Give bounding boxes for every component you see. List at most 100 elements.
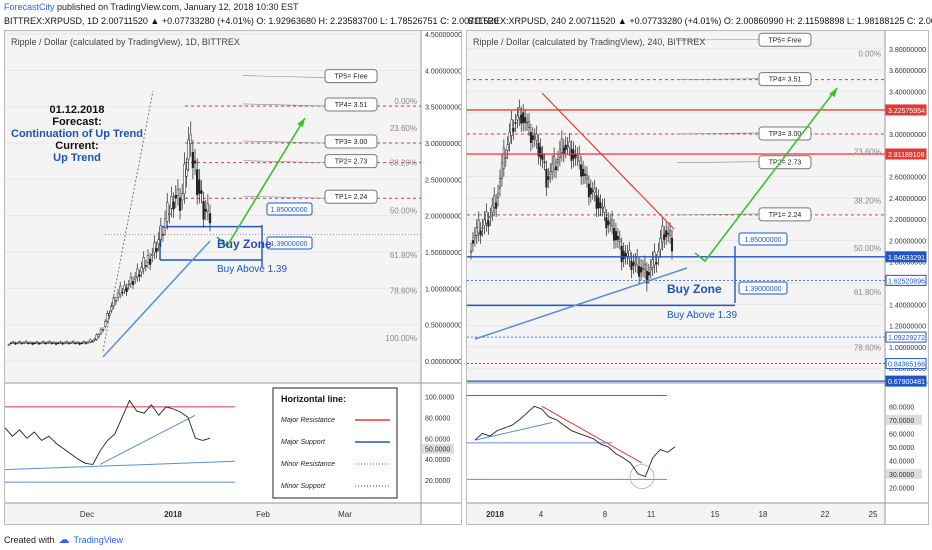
right-price-flag (885, 104, 927, 116)
published-text: published on TradingView.com, January 12… (57, 2, 299, 12)
legend-minor-resistance: Minor Resistance (281, 461, 335, 468)
right-candle (576, 155, 579, 158)
right-candle (541, 154, 544, 161)
right-candle (545, 168, 548, 188)
left-candle (148, 258, 152, 265)
left-tp-pointer (242, 160, 326, 163)
right-x-tick: 22 (821, 510, 830, 519)
left-candle (57, 342, 60, 345)
right-candle (483, 219, 486, 226)
right-candle (609, 221, 612, 224)
right-tp-box (758, 32, 812, 47)
right-candle (473, 235, 476, 239)
left-candle (168, 213, 171, 215)
left-osc-support (5, 460, 236, 471)
right-osc-tick: 50.0000 (889, 445, 914, 452)
right-down-trendline (541, 92, 675, 230)
right-candle (506, 144, 509, 151)
right-forecast-arrow (829, 88, 837, 97)
left-tp-label: TP1= 2.24 (335, 194, 368, 201)
right-osc-tick: 40.0000 (889, 458, 914, 465)
right-candle (568, 141, 571, 148)
right-ohlc: 2.00711520 ▲ +0.07733280 (+4.01%) O: 2.0… (568, 16, 932, 26)
left-candle (71, 341, 75, 344)
right-candle (636, 257, 639, 266)
left-forecast-path (216, 117, 306, 248)
right-candle (518, 107, 521, 118)
left-chart-title: Ripple / Dollar (calculated by TradingVi… (11, 37, 240, 47)
right-candle (638, 265, 641, 277)
right-candle (630, 260, 633, 270)
left-candle (161, 233, 165, 236)
right-fib-label: 50.00% (854, 244, 881, 253)
right-price-flag-text: 0.67900481 (888, 379, 925, 386)
right-candle (481, 227, 484, 229)
left-candle (44, 342, 47, 345)
right-y-tick: 1.80000000 (889, 260, 926, 267)
right-candle (525, 121, 529, 124)
left-candle (129, 276, 133, 284)
right-fib-label: 38.20% (854, 196, 881, 205)
right-x-tick: 18 (759, 510, 768, 519)
right-candle (547, 176, 550, 180)
right-candle (489, 215, 492, 218)
right-candle (549, 171, 552, 175)
left-x-tick: Dec (80, 510, 94, 519)
right-price-flag (885, 251, 927, 263)
note-date: 01.12.2018 (49, 104, 104, 116)
right-tp-label: TP3= 3.00 (769, 131, 802, 138)
right-y-tick: 2.00000000 (889, 238, 926, 245)
right-candle (500, 162, 503, 179)
left-candle (146, 255, 150, 263)
left-y-tick: 4.50000000 (425, 32, 461, 39)
right-candle (657, 250, 660, 258)
right-y-tick: 0.80000000 (889, 366, 926, 373)
right-candle (477, 219, 480, 234)
right-tp-box (758, 126, 812, 141)
right-x-tick: 11 (647, 510, 656, 519)
left-candle (202, 201, 205, 220)
right-osc-flag-bg (886, 468, 922, 479)
left-candle (125, 287, 128, 293)
right-candle (667, 232, 670, 235)
footer-tradingview[interactable]: TradingView (73, 534, 124, 545)
left-candle (14, 342, 17, 345)
right-chart-panel[interactable]: 3.800000003.600000003.400000003.20000000… (466, 30, 929, 525)
right-candle (570, 148, 573, 161)
left-candle (138, 274, 141, 277)
left-candle (183, 163, 186, 194)
left-osc-tick: 20.0000 (425, 478, 450, 485)
right-price-flag (885, 274, 927, 286)
right-candle (516, 115, 519, 121)
left-candle (39, 342, 43, 345)
right-chart-svg[interactable]: 3.800000003.600000003.400000003.20000000… (467, 31, 928, 524)
right-candle (533, 136, 536, 139)
left-chart-panel[interactable]: 4.50000000 4.00000000 3.50000000 3.00000000… (4, 30, 462, 525)
legend-title: Horizontal line: (281, 394, 346, 404)
brand-link[interactable]: ForecastCity (4, 2, 55, 12)
right-candle (498, 177, 502, 189)
right-candle (597, 197, 600, 209)
right-candle (593, 188, 596, 194)
left-candle (35, 341, 38, 344)
right-fib-label: 23.60% (854, 147, 881, 156)
left-y-tick: 2.00000000 (425, 214, 461, 221)
right-candle (475, 227, 478, 236)
left-candle (22, 342, 26, 344)
left-fib-label: 23.60% (390, 124, 417, 133)
right-candle (632, 262, 635, 266)
right-y-tick: 3.00000000 (889, 132, 926, 139)
left-chart-svg[interactable]: 4.50000000 4.00000000 3.50000000 3.00000000… (5, 31, 461, 524)
left-fib-label: 78.60% (390, 287, 417, 296)
right-candle (591, 190, 594, 192)
right-candle (497, 193, 500, 199)
left-candle (191, 152, 195, 168)
right-candle (469, 250, 473, 253)
left-candle (27, 342, 30, 345)
left-candle (82, 341, 85, 343)
right-price-flag-text: 3.22575954 (888, 108, 925, 115)
left-y-tick: 3.50000000 (425, 105, 461, 112)
right-candle (485, 211, 488, 224)
right-y-tick: 1.40000000 (889, 302, 926, 309)
right-symbol: BITTREX:XRPUSD, 240 (468, 16, 567, 26)
